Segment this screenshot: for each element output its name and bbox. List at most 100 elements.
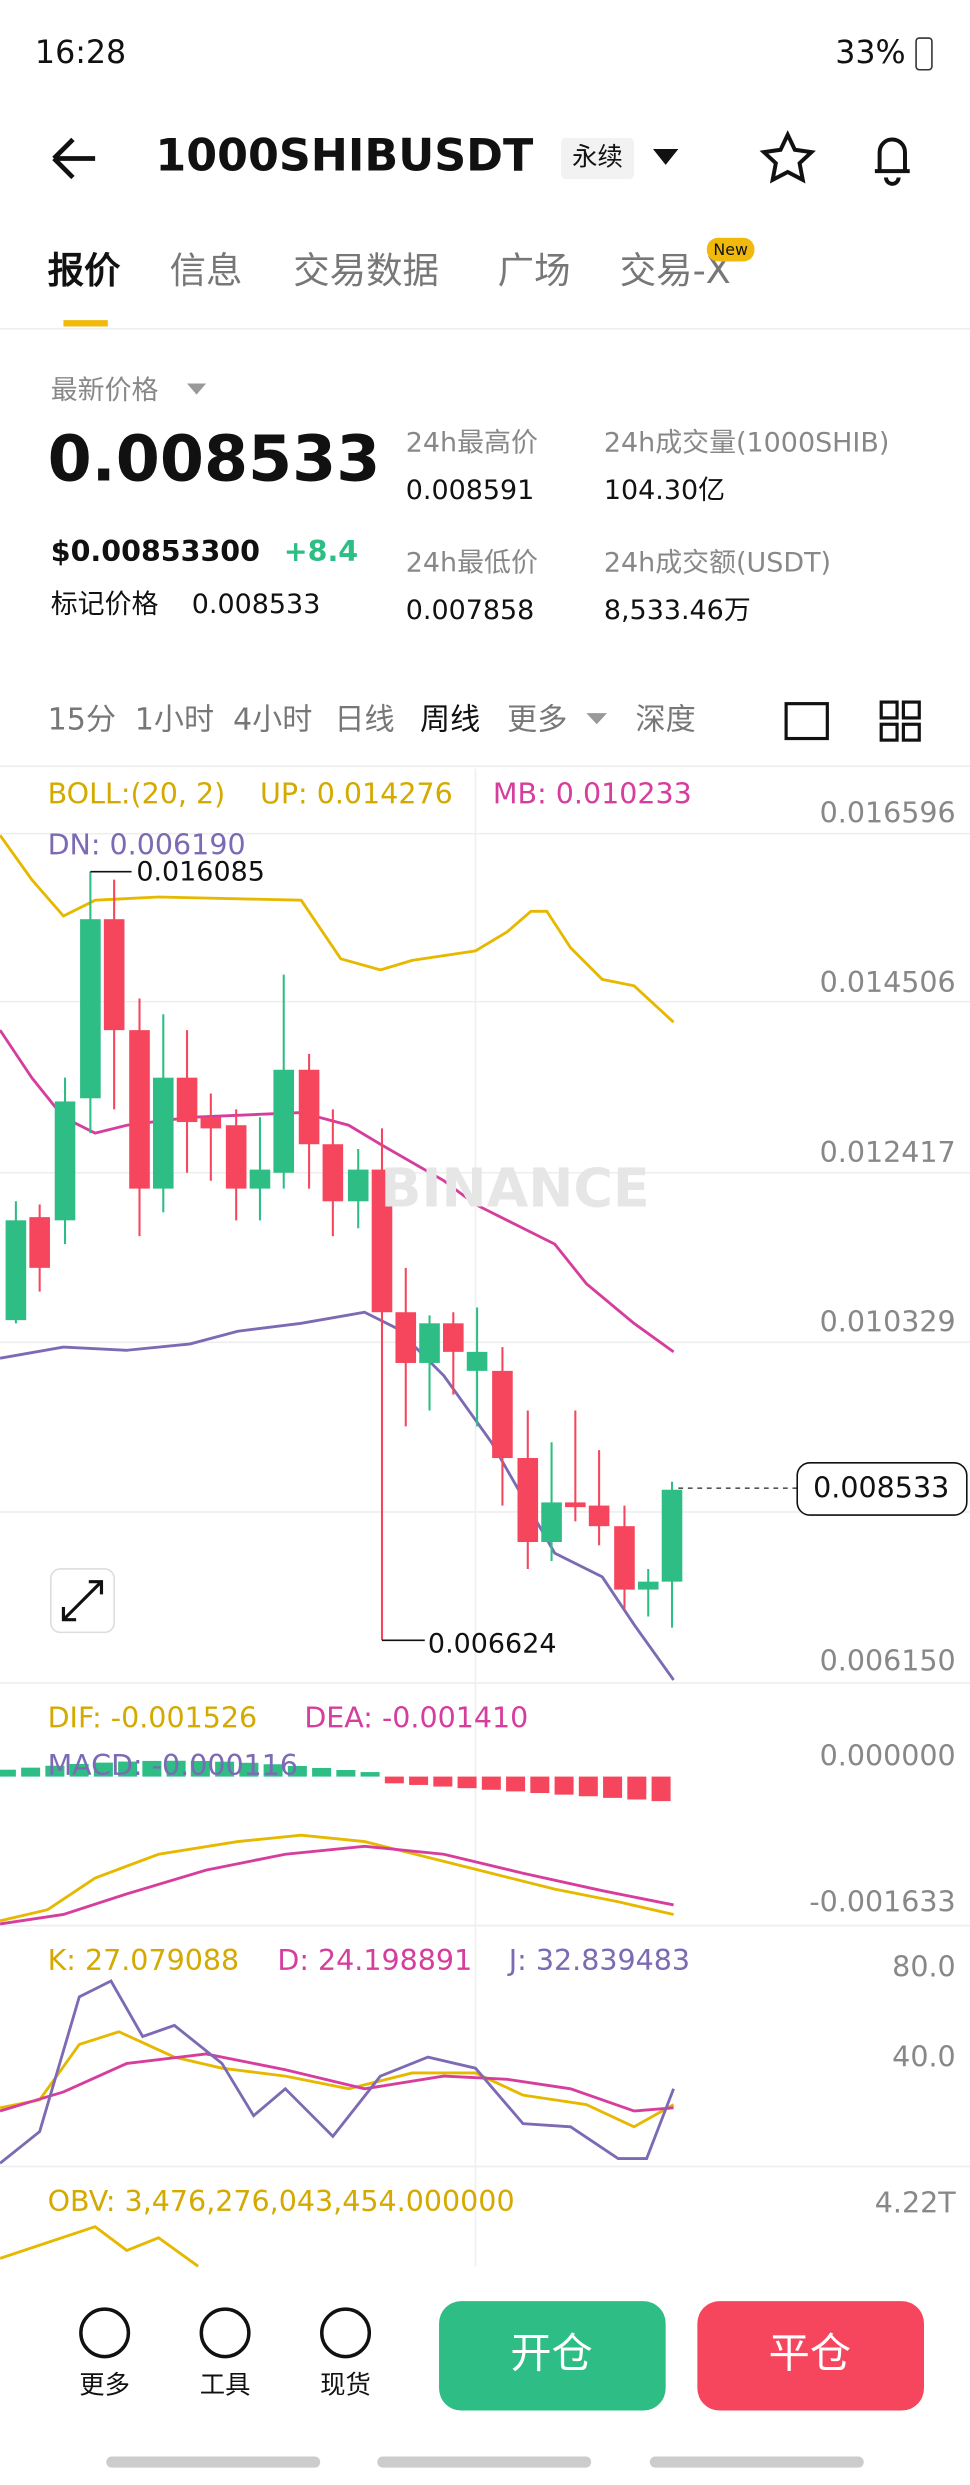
k: K: 27.079088 — [48, 1944, 240, 1977]
alert[interactable] — [874, 137, 910, 186]
price-axis: 0.016596 — [820, 797, 956, 830]
macd-bar — [578, 1776, 598, 1797]
boll-label: BOLL:(20, 2) — [48, 778, 226, 811]
battery-icon — [915, 37, 933, 71]
dropdown[interactable] — [652, 148, 679, 165]
macd-bar — [384, 1776, 404, 1784]
interval[interactable]: 深度 — [636, 703, 696, 738]
candle-body — [322, 1144, 344, 1202]
d: D: 24.198891 — [277, 1944, 472, 1977]
candle-body — [103, 919, 125, 1031]
boll-mb: MB: 0.010233 — [493, 778, 692, 811]
stat-value: 0.007858 — [406, 595, 535, 626]
macd-axis: 0.000000 — [820, 1740, 956, 1773]
macd-bar — [118, 1761, 138, 1777]
candle-body — [273, 1069, 295, 1173]
symbol[interactable]: 1000SHIBUSDT — [155, 130, 534, 181]
macd-bar — [69, 1764, 89, 1777]
stat-label: 24h最低价 — [406, 548, 538, 579]
macd-bar — [93, 1762, 113, 1777]
bottom-label[interactable]: 现货 — [320, 2370, 371, 2400]
obv: OBV: 3,476,276,043,454.000000 — [48, 2185, 515, 2218]
macd-label: MACD: -0.000116 — [48, 1749, 299, 1782]
interval[interactable]: 1小时 — [135, 703, 214, 738]
macd-bar — [287, 1766, 307, 1777]
macd-bar — [166, 1760, 186, 1777]
interval[interactable]: 周线 — [420, 703, 480, 738]
kdj-axis: 40.0 — [892, 2041, 956, 2074]
nav-pill — [649, 2456, 864, 2468]
price-label[interactable]: 最新价格 — [51, 375, 159, 406]
candle-body — [152, 1077, 174, 1189]
candle-body — [371, 1169, 393, 1313]
interval[interactable]: 更多 — [507, 703, 567, 738]
bottom-icon[interactable] — [79, 2307, 131, 2359]
bottom-icon[interactable] — [199, 2307, 251, 2359]
bottom-label[interactable]: 更多 — [79, 2370, 130, 2400]
macd-bar — [506, 1776, 526, 1792]
boll-mid — [0, 1029, 675, 1354]
obv-line — [0, 2225, 199, 2268]
nav-pill — [377, 2456, 592, 2468]
tab[interactable]: 交易数据 — [293, 249, 439, 292]
tab-indicator — [63, 320, 108, 327]
status-time: 16:28 — [35, 35, 126, 71]
macd-bar — [263, 1764, 283, 1777]
candle-body — [395, 1312, 417, 1363]
boll-upper — [0, 834, 675, 1024]
divider — [0, 328, 970, 330]
candle-body — [443, 1323, 464, 1352]
watermark: BINANCE — [380, 1156, 649, 1219]
close-label: 平仓 — [769, 2330, 851, 2378]
price-axis: 0.006150 — [820, 1644, 956, 1677]
price-axis: 0.014506 — [820, 966, 956, 999]
macd-axis: -0.001633 — [809, 1885, 955, 1918]
macd-bar — [45, 1765, 65, 1777]
candle-body — [80, 919, 101, 1099]
macd-bar — [603, 1776, 623, 1798]
macd-bar — [142, 1760, 162, 1777]
favorite[interactable] — [759, 130, 816, 184]
candle-body — [200, 1117, 222, 1129]
macd-bar — [530, 1776, 550, 1794]
status-battery: 33% — [835, 35, 905, 71]
candle-body — [54, 1101, 76, 1221]
bottom-label[interactable]: 工具 — [200, 2370, 251, 2400]
low-label: 0.006624 — [428, 1629, 557, 1660]
interval[interactable]: 15分 — [48, 703, 116, 738]
candle-body — [661, 1489, 683, 1582]
macd-bar — [21, 1767, 41, 1777]
macd-bar — [239, 1762, 259, 1777]
macd-bar — [336, 1770, 356, 1777]
candle-body — [225, 1125, 247, 1189]
dif: DIF: -0.001526 — [48, 1702, 258, 1735]
expand-icon — [61, 1580, 104, 1622]
back-button[interactable] — [52, 137, 96, 180]
d-line — [0, 2052, 674, 2113]
interval[interactable]: 4小时 — [233, 703, 312, 738]
tab[interactable]: 信息 — [170, 249, 243, 292]
bottom-icon[interactable] — [320, 2307, 372, 2359]
macd-bar — [433, 1776, 453, 1787]
open-label: 开仓 — [510, 2330, 592, 2378]
candle-body — [541, 1502, 562, 1543]
indicator-settings[interactable] — [784, 702, 829, 741]
stat-label: 24h成交额(USDT) — [604, 548, 831, 579]
current-price-box — [796, 1461, 968, 1516]
candle-body — [176, 1077, 198, 1123]
candle-body — [466, 1351, 488, 1371]
candle-body — [298, 1069, 320, 1145]
boll-dn: DN: 0.006190 — [48, 828, 246, 861]
macd-bar — [312, 1767, 332, 1777]
tab[interactable]: 广场 — [498, 249, 571, 292]
candle-body — [588, 1505, 610, 1527]
tab[interactable]: 报价 — [48, 249, 121, 292]
candle-body — [5, 1220, 27, 1321]
badge: New — [713, 240, 748, 259]
interval[interactable]: 日线 — [334, 703, 394, 738]
price-axis: 0.010329 — [820, 1305, 956, 1338]
macd-bar — [360, 1772, 380, 1777]
close-button[interactable] — [697, 2301, 924, 2411]
open-button[interactable] — [439, 2301, 666, 2411]
layout-button[interactable] — [879, 700, 921, 742]
